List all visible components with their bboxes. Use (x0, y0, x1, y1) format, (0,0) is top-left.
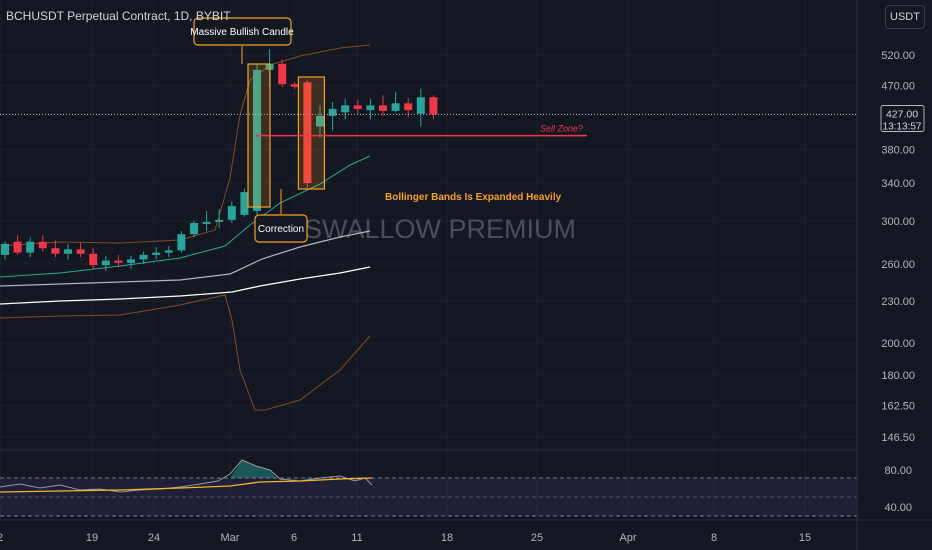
price-tick-label: 380.00 (881, 145, 915, 157)
candle-body (190, 222, 198, 235)
time-tick-label: 6 (291, 532, 297, 544)
price-tick-label: 260.00 (881, 259, 915, 271)
time-tick-label: 8 (711, 532, 717, 544)
rsi-overbought-fill (230, 460, 276, 478)
currency-button[interactable]: USDT (885, 5, 925, 29)
candle-body (278, 63, 287, 85)
time-tick-label: Mar (221, 532, 240, 544)
correction-callout-box (254, 214, 308, 243)
price-tick-label: 180.00 (881, 370, 915, 382)
time-tick-label: 19 (86, 532, 98, 544)
price-tick-label: 520.00 (881, 50, 915, 62)
price-tick-label: 146.50 (881, 432, 915, 444)
candle-body (38, 241, 47, 249)
candle-body (328, 108, 337, 116)
candle-body (227, 206, 236, 220)
candle-body (366, 105, 375, 111)
candle-body (353, 105, 362, 109)
watermark: SWALLOW PREMIUM (304, 214, 576, 244)
time-axis[interactable]: 2 19 24 Mar 6 11 18 25 Apr 8 15 (0, 519, 932, 544)
rsi-line (0, 459, 373, 493)
candle-body (139, 254, 148, 260)
candle-body (404, 103, 413, 111)
rsi-ma-line (0, 477, 373, 493)
time-tick-label: 2 (0, 532, 3, 544)
bollinger-upper (0, 44, 371, 247)
candle-body (89, 253, 98, 266)
bollinger-bands (0, 44, 371, 411)
candlesticks (1, 49, 438, 272)
price-tick-label: 162.50 (881, 401, 915, 413)
bullish-callout-box (193, 17, 292, 46)
moving-average-2 (0, 266, 371, 305)
price-tick-label: 470.00 (881, 80, 915, 92)
rsi-tick-label: 40.00 (884, 502, 912, 514)
candle-body (127, 259, 135, 263)
rsi-tick-label: 80.00 (884, 465, 912, 477)
candle-body (101, 260, 110, 266)
candle-body (240, 192, 249, 215)
candle-body (303, 82, 312, 184)
candle-body (177, 234, 186, 251)
bullish-callout-label: Massive Bullish Candle (190, 27, 294, 38)
candle-body (253, 69, 261, 211)
candle-body (316, 115, 324, 127)
candle-body (51, 248, 60, 254)
candle-body (164, 250, 173, 253)
time-tick-label: 18 (441, 532, 453, 544)
candle-body (1, 243, 9, 255)
time-tick-label: 15 (799, 532, 811, 544)
grid-lines (0, 0, 857, 520)
rsi-pane (0, 449, 857, 517)
candle-body (13, 241, 22, 253)
correction-callout-label: Correction (258, 224, 304, 235)
symbol-title: BCHUSDT Perpetual Contract, 1D, BYBIT (6, 9, 231, 23)
price-tick-label: 340.00 (881, 178, 915, 190)
price-tag-countdown: 13:13:57 (883, 121, 922, 132)
bollinger-basis (0, 155, 371, 278)
candle-body (429, 97, 438, 115)
price-tick-label: 200.00 (881, 338, 915, 350)
candle-body (379, 105, 387, 111)
annotations: Massive Bullish Candle Correction Bollinge… (0, 17, 857, 243)
price-tag-box (880, 105, 925, 132)
time-tick-label: 11 (351, 532, 362, 544)
bollinger-lower (0, 294, 371, 411)
candle-body (114, 260, 123, 263)
time-tick-label: 24 (148, 532, 160, 544)
candle-body (290, 84, 299, 87)
candle-body (152, 252, 161, 255)
candle-body (416, 97, 425, 114)
price-tag-value: 427.00 (886, 108, 918, 120)
candle-body (215, 219, 224, 222)
time-tick-label: 25 (531, 532, 543, 544)
candle-body (391, 103, 400, 111)
candle-body (64, 249, 72, 254)
candle-body (202, 221, 211, 224)
price-tick-label: 230.00 (881, 296, 915, 308)
price-axis[interactable]: 520.00 470.00 380.00 340.00 300.00 260.00 230.… (856, 0, 925, 550)
candle-body (26, 241, 35, 253)
time-tick-label: Apr (619, 532, 636, 544)
moving-average-1 (0, 230, 371, 287)
bands-annotation: Bollinger Bands Is Expanded Heavily (385, 192, 562, 203)
candle-body (76, 249, 85, 254)
price-tick-label: 300.00 (881, 216, 915, 228)
correction-highlight (297, 76, 325, 190)
candle-body (341, 105, 350, 113)
sell-zone-label: Sell Zone? (540, 124, 583, 134)
